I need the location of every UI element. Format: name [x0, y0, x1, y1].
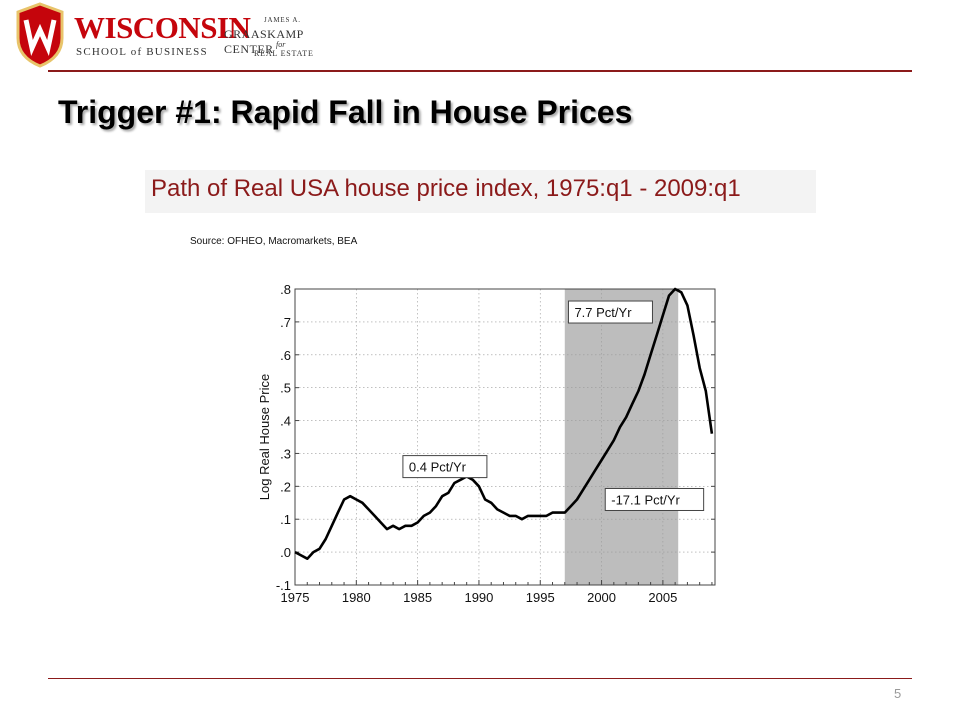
x-tick-label: 1980 [342, 590, 371, 605]
plot-frame [294, 288, 716, 586]
logo-subtitle: SCHOOL of BUSINESS [76, 46, 208, 58]
annotation-label: -17.1 Pct/Yr [611, 492, 680, 507]
center-name-line1: JAMES A. [264, 16, 301, 24]
annotation-box [604, 487, 705, 511]
x-tick-label: 1990 [464, 590, 493, 605]
x-tick-label: 2000 [587, 590, 616, 605]
y-axis-label: Log Real House Price [257, 374, 272, 500]
center-name-line4: REAL ESTATE [254, 49, 314, 58]
uw-crest-icon [16, 2, 64, 68]
y-tick-label: .8 [280, 282, 291, 297]
y-tick-label: .0 [280, 545, 291, 560]
y-tick-label: .4 [280, 414, 291, 429]
header-logo[interactable]: WISCONSIN SCHOOL of BUSINESS JAMES A. GR… [14, 2, 344, 72]
y-tick-label: .6 [280, 348, 291, 363]
y-tick-label: -.1 [276, 578, 291, 593]
y-tick-label: .5 [280, 381, 291, 396]
slide-title: Trigger #1: Rapid Fall in House Prices [58, 94, 633, 130]
chart-caption: Path of Real USA house price index, 1975… [151, 175, 741, 202]
footer-divider [48, 678, 912, 679]
annotation-box [567, 300, 653, 324]
page-number: 5 [894, 686, 902, 701]
header-divider [48, 70, 912, 72]
x-tick-label: 1985 [403, 590, 432, 605]
chart-caption-box: Path of Real USA house price index, 1975… [145, 170, 816, 213]
x-tick-label: 1975 [281, 590, 310, 605]
chart-source: Source: OFHEO, Macromarkets, BEA [190, 236, 358, 247]
annotation-label: 7.7 Pct/Yr [574, 305, 632, 320]
annotation-label: 0.4 Pct/Yr [409, 460, 467, 475]
house-price-chart: -.1 .0 .1 .2 .3 .4 .5 .6 .7 .8 1975 1980 1985 1990 199… [257, 282, 716, 605]
center-name-line2: GRAASKAMP CENTER [224, 27, 304, 56]
annotation-box [402, 455, 488, 479]
x-tick-label: 2005 [648, 590, 677, 605]
center-name-line3: for [276, 40, 286, 49]
shaded-region [564, 289, 679, 585]
x-tick-label: 1995 [526, 590, 555, 605]
y-tick-label: .3 [280, 446, 291, 461]
y-tick-label: .7 [280, 315, 291, 330]
y-tick-label: .1 [280, 512, 291, 527]
series-line [294, 287, 714, 560]
logo-wordmark: WISCONSIN [74, 10, 251, 45]
y-tick-label: .2 [280, 479, 291, 494]
